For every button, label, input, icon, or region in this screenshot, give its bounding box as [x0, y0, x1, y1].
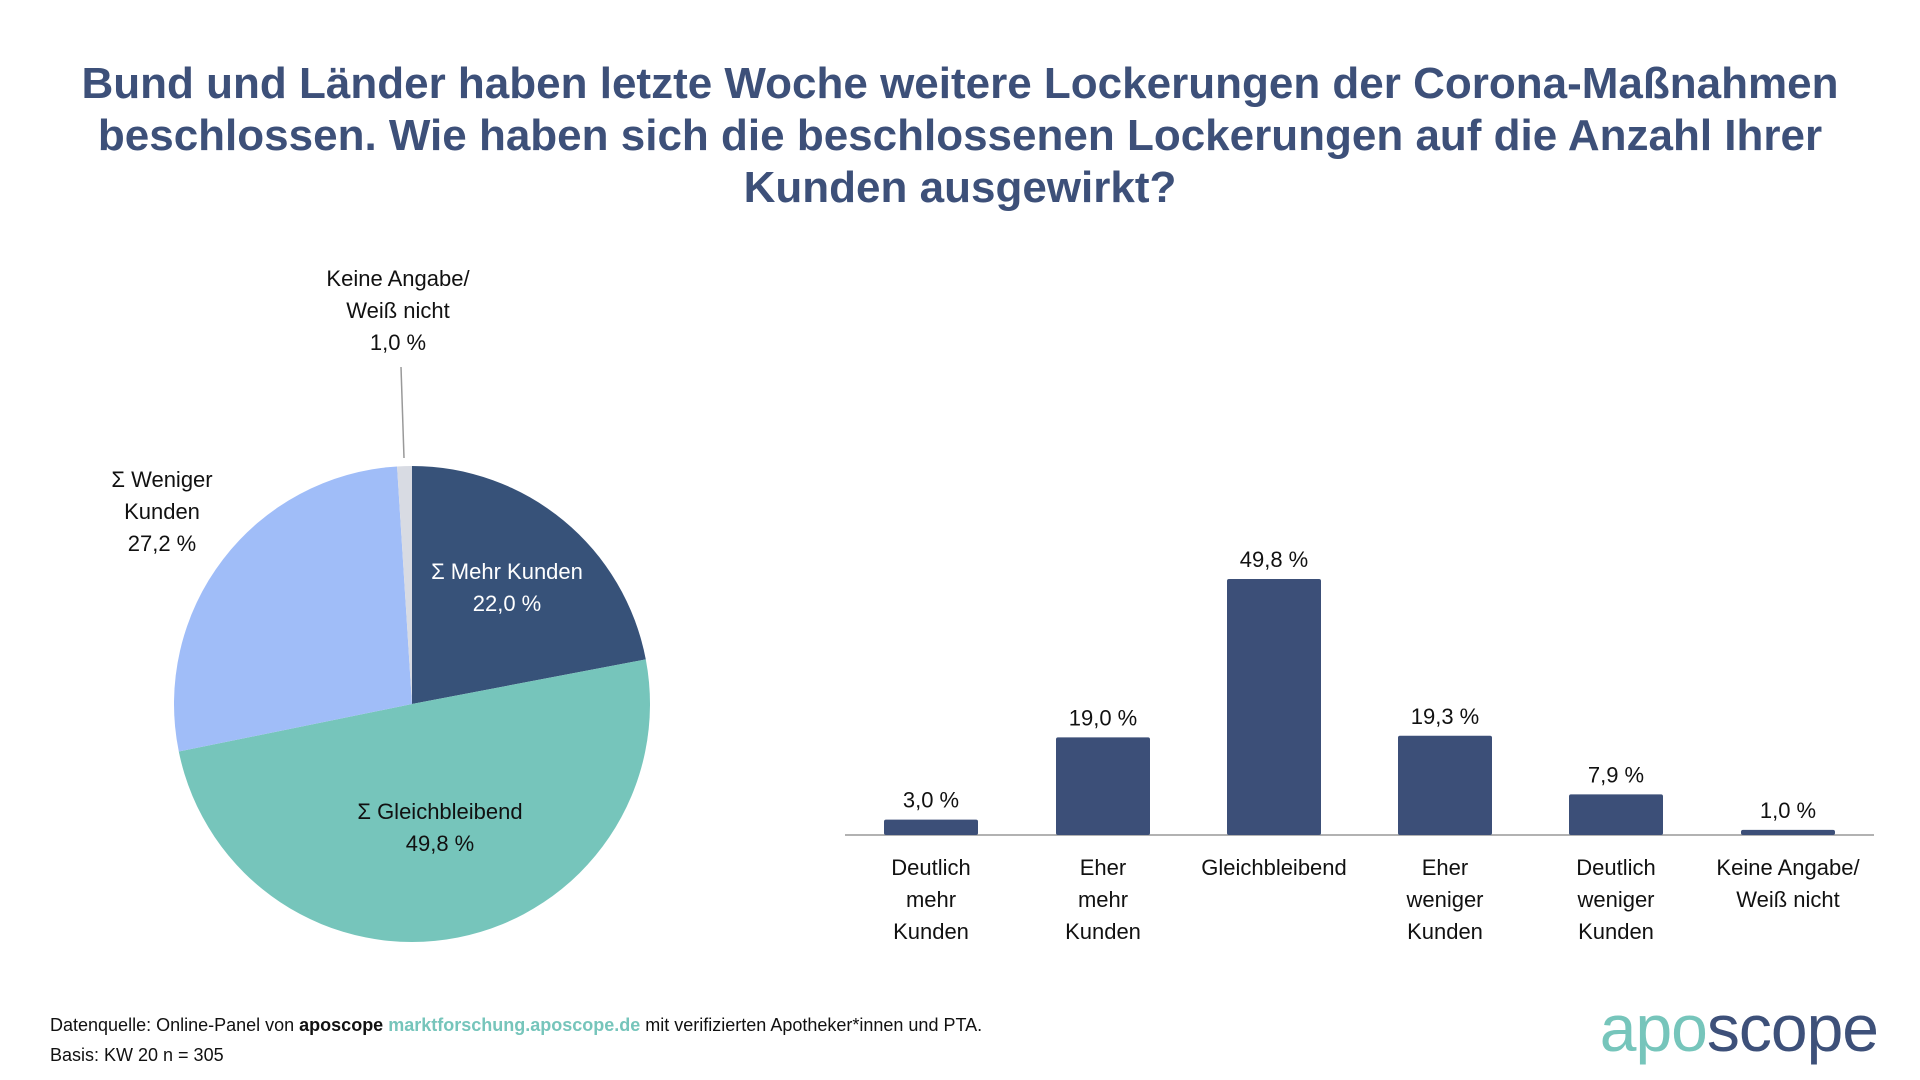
pie-label: Σ Weniger Kunden 27,2 %: [111, 467, 212, 556]
bar-value-label: 7,9 %: [1588, 762, 1644, 787]
pie-slice: [412, 466, 646, 704]
bar: [884, 819, 978, 835]
source-brand: aposcope: [299, 1015, 384, 1035]
bar-value-label: 19,0 %: [1069, 705, 1138, 730]
category-label: Keine Angabe/Weiß nicht: [1716, 855, 1860, 912]
bar: [1398, 735, 1492, 835]
source-prefix: Datenquelle: Online-Panel von: [50, 1015, 300, 1035]
bar: [1741, 829, 1835, 835]
bar-value-label: 3,0 %: [903, 788, 959, 813]
category-label: Gleichbleibend: [1201, 855, 1347, 880]
category-label: Eher weniger Kunden: [1405, 855, 1483, 944]
basis-text: Basis: KW 20 n = 305: [50, 1045, 224, 1065]
pie-slice: [397, 466, 412, 704]
footer: Datenquelle: Online-Panel von aposcope m…: [50, 1010, 982, 1070]
pie-label: Σ Mehr Kunden 22,0 %: [431, 559, 583, 616]
source-link[interactable]: marktforschung.aposcope.de: [388, 1015, 641, 1035]
logo-part-scope: scope: [1706, 991, 1879, 1065]
category-label: Eher mehr Kunden: [1065, 855, 1141, 944]
pie-label: Σ Gleichbleibend 49,8 %: [357, 799, 522, 856]
bar: [1056, 737, 1150, 835]
aposcope-logo: aposcope: [1599, 990, 1879, 1066]
pie-slice: [178, 659, 651, 943]
bar-value-label: 49,8 %: [1240, 547, 1309, 572]
source-suffix: mit verifizierten Apotheker*innen und PT…: [640, 1015, 983, 1035]
bar: [1227, 579, 1321, 835]
category-label: Deutlich mehr Kunden: [891, 855, 970, 944]
pie-label: Keine Angabe/Weiß nicht 1,0 %: [326, 266, 470, 355]
source-line: Datenquelle: Online-Panel von aposcope m…: [50, 1010, 982, 1040]
logo-part-apo: apo: [1599, 991, 1708, 1065]
bar-value-label: 19,3 %: [1411, 704, 1480, 729]
category-label: Deutlich weniger Kunden: [1576, 855, 1655, 944]
bar: [1569, 794, 1663, 835]
chart-title: Bund und Länder haben letzte Woche weite…: [81, 59, 1839, 212]
pie-slice: [174, 466, 412, 752]
leader-line: [400, 366, 405, 459]
bar-value-label: 1,0 %: [1760, 798, 1816, 823]
